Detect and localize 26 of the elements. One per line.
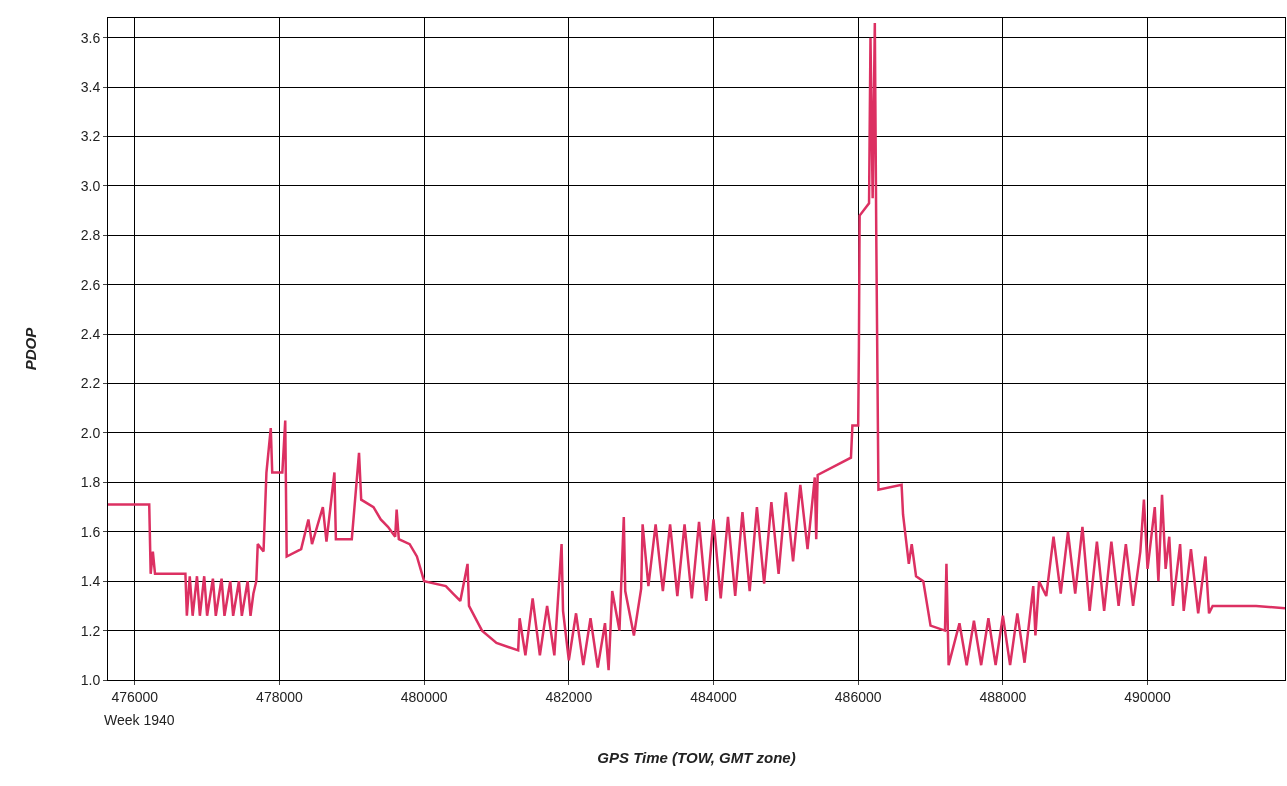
x-tick-label: 476000 [111,688,159,705]
y-tick-label: 3.4 [80,79,101,96]
y-tick-label: 1.8 [80,474,101,491]
x-tick-label: 480000 [400,688,448,705]
y-tick-label: 1.4 [80,573,101,590]
y-tick-label: 2.6 [80,276,101,293]
x-tick-label: 486000 [834,688,882,705]
y-tick-label: 2.2 [80,375,101,392]
y-tick-label: 3.2 [80,128,101,145]
y-tick-label: 2.8 [80,227,101,244]
x-tick-label: 478000 [256,688,304,705]
line-series [108,21,1285,672]
y-tick-label: 1.2 [80,622,101,639]
y-tick-label: 1.6 [80,523,101,540]
x-tick-label: 484000 [690,688,738,705]
y-tick-label: 3.0 [80,177,101,194]
x-axis-title: GPS Time (TOW, GMT zone) [597,748,796,766]
y-tick-label: 1.0 [80,671,101,688]
y-tick-label: 2.4 [80,326,101,343]
y-tick-label: 3.6 [80,29,101,46]
x-tick-label: 488000 [979,688,1027,705]
x-tick-label: 490000 [1124,688,1172,705]
text: Week 1940 [104,712,175,728]
x-tick-label: 482000 [545,688,593,705]
y-axis-title: PDOP [21,326,39,371]
y-tick-label: 2.0 [80,424,101,441]
